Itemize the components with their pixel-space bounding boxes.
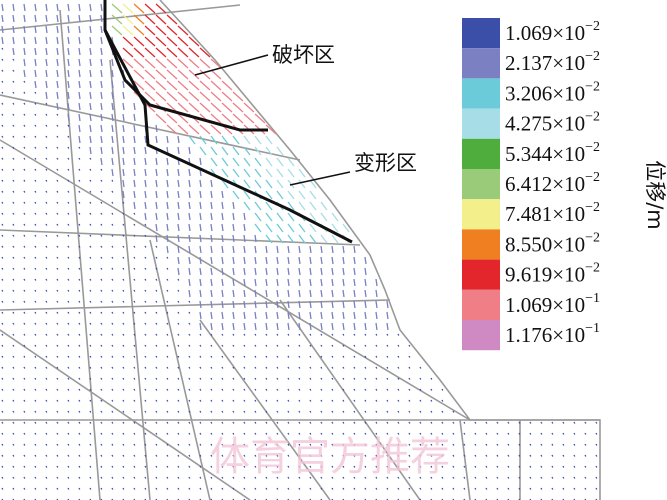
joint [0, 139, 471, 421]
legend-label: 7.481×10−2 [505, 200, 600, 226]
legend-label: 6.412×10−2 [505, 170, 600, 196]
legend-label: 1.176×10−1 [505, 321, 600, 347]
annotation: 变形区 [354, 151, 417, 175]
joint [59, 9, 101, 500]
displacement-vectors [188, 135, 317, 244]
joint [0, 4, 241, 31]
joint [199, 319, 331, 500]
legend-mantissa: 1.069×10 [505, 293, 585, 317]
joint [149, 239, 211, 500]
joint [0, 299, 391, 311]
legend-swatch [462, 18, 500, 49]
legend-mantissa: 7.481×10 [505, 202, 585, 226]
legend-label: 3.206×10−2 [505, 80, 600, 106]
legend-swatch [462, 48, 500, 79]
joint [109, 59, 151, 500]
legend-mantissa: 1.176×10 [505, 323, 585, 347]
watermark: 体育官方推荐 [210, 434, 450, 480]
displacement-vectors [1, 3, 389, 331]
legend-title: 位移/m [643, 160, 667, 230]
legend-label: 4.275×10−2 [505, 110, 600, 136]
displacement-vectors [111, 3, 123, 36]
legend-label: 2.137×10−2 [505, 49, 600, 75]
legend-mantissa: 8.550×10 [505, 232, 585, 256]
legend-exponent: −2 [585, 49, 600, 64]
rock-joints [0, 0, 601, 500]
legend-label: 8.550×10−2 [505, 231, 600, 257]
legend-exponent: −2 [585, 231, 600, 246]
legend-mantissa: 6.412×10 [505, 172, 585, 196]
legend-mantissa: 9.619×10 [505, 262, 585, 286]
joint [459, 419, 471, 500]
legend-mantissa: 4.275×10 [505, 111, 585, 135]
legend-label: 5.344×10−2 [505, 140, 600, 166]
legend-exponent: −2 [585, 170, 600, 185]
legend-swatch [462, 138, 500, 169]
legend-swatch [462, 199, 500, 230]
joint [0, 229, 361, 246]
legend-exponent: −2 [585, 19, 600, 34]
legend-exponent: −2 [585, 80, 600, 95]
displacement-vectors [243, 135, 350, 244]
legend-exponent: −1 [585, 291, 600, 306]
displacement-vectors [122, 3, 211, 58]
legend-exponent: −2 [585, 261, 600, 276]
legend-swatch [462, 108, 500, 139]
joint [279, 299, 421, 500]
joint [0, 94, 301, 161]
legend: 1.069×10−22.137×10−23.206×10−24.275×10−2… [462, 18, 600, 351]
legend-exponent: −2 [585, 140, 600, 155]
joint [0, 329, 251, 500]
displacement-vectors [1, 47, 598, 500]
legend-swatch [462, 289, 500, 320]
legend-swatch [462, 320, 500, 351]
legend-swatch [462, 229, 500, 260]
legend-label: 1.069×10−2 [505, 19, 600, 45]
annotation: 破坏区 [272, 43, 335, 67]
displacement-vectors [122, 58, 277, 135]
legend-mantissa: 2.137×10 [505, 51, 585, 75]
leader-line [194, 54, 269, 76]
displacement-vectors [133, 3, 145, 36]
legend-label: 1.069×10−1 [505, 291, 600, 317]
displacement-vectors [122, 3, 134, 36]
legend-mantissa: 1.069×10 [505, 21, 585, 45]
legend-exponent: −1 [585, 321, 600, 336]
deformation-boundary [103, 29, 353, 244]
legend-swatch [462, 259, 500, 290]
leader-line [289, 171, 351, 186]
legend-label: 9.619×10−2 [505, 261, 600, 287]
legend-swatch [462, 78, 500, 109]
legend-exponent: −2 [585, 110, 600, 125]
legend-swatch [462, 169, 500, 200]
legend-exponent: −2 [585, 200, 600, 215]
legend-mantissa: 3.206×10 [505, 81, 585, 105]
legend-mantissa: 5.344×10 [505, 142, 585, 166]
